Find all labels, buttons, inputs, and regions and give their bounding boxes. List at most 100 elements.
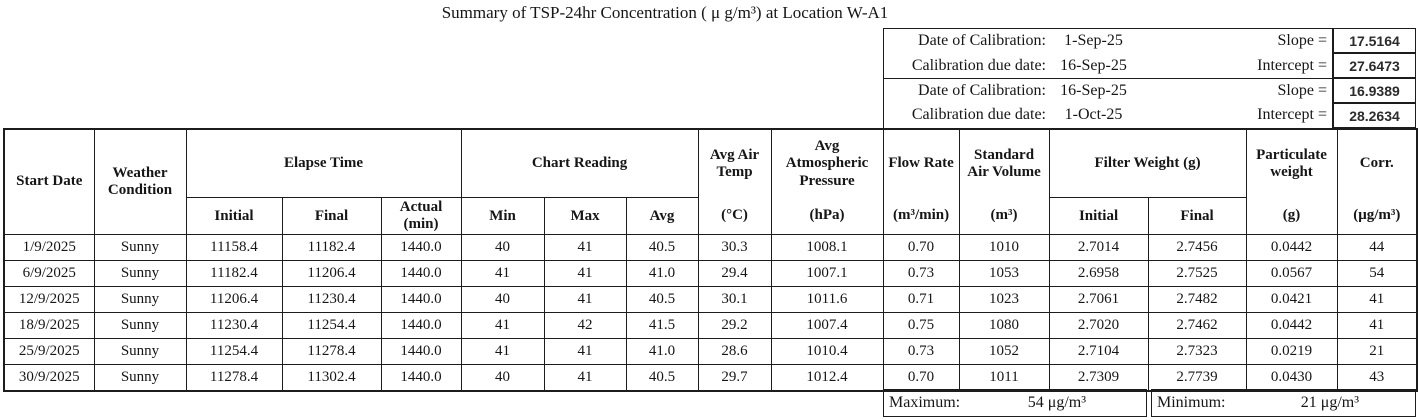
intercept-label: Intercept = [1257,106,1327,123]
table-cell: Sunny [93,338,187,365]
col-header-start-date: Start Date [3,128,95,235]
table-cell: 2.7462 [1147,312,1247,339]
table-cell: 41 [460,338,545,365]
col-header-corr: Corr. (μg/m³) [1336,128,1418,235]
table-row: 12/9/2025 Sunny 11206.4 11230.4 1440.0 40 41 40… [3,286,1418,313]
calibration-date-value: 16-Sep-25 [1060,82,1127,99]
minimum-box: Minimum: 21 μg/m³ [1151,389,1416,417]
table-cell: 2.7525 [1147,260,1247,287]
table-cell: 41 [460,312,545,339]
table-cell: Sunny [93,364,187,391]
table-cell: 11230.4 [185,312,283,339]
calibration-due-label: Calibration due date: [911,56,1046,74]
particulate-weight-label: Particulate weight [1256,146,1327,180]
table-cell: 40 [460,286,545,313]
table-cell: 41.0 [625,260,699,287]
table-cell: 41.5 [625,312,699,339]
table-cell: 1080 [958,312,1050,339]
maximum-label: Maximum: [889,394,961,411]
calibration-date-label: Date of Calibration: [918,82,1046,99]
intercept-label: Intercept = [1257,56,1327,74]
table-cell: 25/9/2025 [3,338,95,365]
maximum-box: Maximum: 54 μg/m³ [883,389,1147,417]
table-cell: 2.7309 [1048,364,1149,391]
table-cell: 41 [543,338,627,365]
table-cell: 41 [460,260,545,287]
flow-rate-unit: (m³/min) [892,207,950,224]
table-row: 1/9/2025 Sunny 11158.4 11182.4 1440.0 40 41 40.… [3,234,1418,261]
table-cell: 1012.4 [770,364,884,391]
table-cell: 40.5 [625,286,699,313]
intercept-value-box: 27.6473 [1333,53,1416,78]
table-cell: 1052 [958,338,1050,365]
table-cell: 11158.4 [185,234,283,261]
table-cell: 40.5 [625,364,699,391]
calibration-date-value: 1-Sep-25 [1064,32,1123,50]
table-cell: 1010.4 [770,338,884,365]
table-cell: 41 [543,234,627,261]
table-cell: 1440.0 [380,286,462,313]
table-cell: 29.4 [697,260,772,287]
table-cell: 41.0 [625,338,699,365]
table-cell: 2.7061 [1048,286,1149,313]
table-cell: 18/9/2025 [3,312,95,339]
table-cell: 29.7 [697,364,772,391]
table-cell: Sunny [93,312,187,339]
table-cell: 2.6958 [1048,260,1149,287]
table-cell: 40 [460,364,545,391]
table-cell: 1011.6 [770,286,884,313]
calibration-row: Calibration due date: 1-Oct-25 Intercept… [884,103,1332,127]
table-cell: 0.75 [882,312,960,339]
slope-value-box: 16.9389 [1333,78,1416,103]
table-cell: 1440.0 [380,338,462,365]
table-cell: 1008.1 [770,234,884,261]
table-cell: 41 [543,286,627,313]
slope-label: Slope = [1277,82,1327,99]
calibration-due-label: Calibration due date: [911,106,1046,123]
table-cell: Sunny [93,286,187,313]
calibration-panel: Date of Calibration: 1-Sep-25 Slope = Ca… [883,28,1416,129]
table-row: 18/9/2025 Sunny 11230.4 11254.4 1440.0 41 42 41… [3,312,1418,339]
table-cell: 11182.4 [281,234,382,261]
table-cell: 30.1 [697,286,772,313]
col-header-flow-rate: Flow Rate (m³/min) [882,128,960,235]
table-cell: 1010 [958,234,1050,261]
table-cell: 0.70 [882,364,960,391]
calibration-row: Date of Calibration: 16-Sep-25 Slope = [884,79,1332,103]
table-cell: 12/9/2025 [3,286,95,313]
table-cell: 2.7104 [1048,338,1149,365]
col-header-filter-initial: Initial [1048,197,1149,235]
table-cell: 11230.4 [281,286,382,313]
table-cell: 0.70 [882,234,960,261]
table-cell: 1440.0 [380,234,462,261]
table-cell: 2.7014 [1048,234,1149,261]
table-cell: 42 [543,312,627,339]
col-group-chart-reading: Chart Reading [460,128,699,199]
col-header-avg-atmospheric-pressure: Avg Atmospheric Pressure (hPa) [770,128,884,235]
table-cell: 41 [1336,312,1418,339]
table-cell: 0.0421 [1245,286,1338,313]
table-cell: 21 [1336,338,1418,365]
avg-air-temp-unit: (°C) [721,207,748,224]
calibration-due-value: 16-Sep-25 [1060,56,1127,74]
table-cell: Sunny [93,234,187,261]
table-cell: 28.6 [697,338,772,365]
avg-air-temp-label: Avg Air Temp [709,146,760,180]
table-cell: 11278.4 [185,364,283,391]
table-cell: 1/9/2025 [3,234,95,261]
table-cell: 1440.0 [380,364,462,391]
col-header-elapse-final: Final [281,197,382,235]
col-header-chart-min: Min [460,197,545,235]
col-header-avg-air-temp: Avg Air Temp (°C) [697,128,772,235]
calibration-row: Calibration due date: 16-Sep-25 Intercep… [884,54,1332,79]
col-group-filter-weight: Filter Weight (g) [1048,128,1247,199]
page-title: Summary of TSP-24hr Concentration ( μ g/… [441,3,889,22]
table-cell: 1007.4 [770,312,884,339]
table-cell: 11302.4 [281,364,382,391]
table-cell: 0.0219 [1245,338,1338,365]
maximum-value: 54 μg/m³ [1027,394,1086,411]
col-group-elapse-time: Elapse Time [185,128,462,199]
table-cell: 43 [1336,364,1418,391]
table-cell: 1007.1 [770,260,884,287]
table-cell: 2.7739 [1147,364,1247,391]
